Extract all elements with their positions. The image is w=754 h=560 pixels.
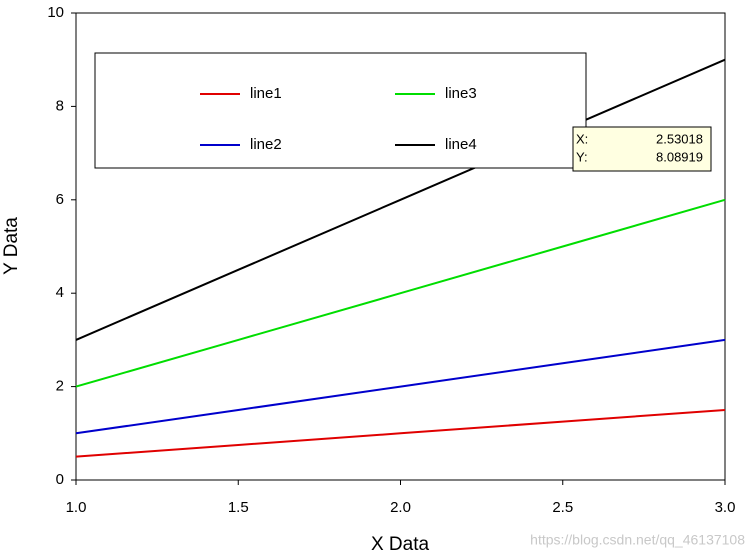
y-tick-label: 6 [56, 191, 64, 208]
watermark: https://blog.csdn.net/qq_46137108 [530, 532, 745, 548]
x-tick-label: 1.5 [228, 499, 249, 516]
legend-label: line4 [445, 136, 477, 153]
y-tick-label: 0 [56, 471, 64, 488]
line-series [75, 408, 726, 458]
y-tick-label: 4 [56, 284, 64, 301]
x-tick-label: 2.5 [552, 499, 573, 516]
line-series [75, 58, 726, 341]
line-series [75, 198, 726, 388]
x-axis-title: X Data [371, 534, 430, 555]
x-tick-label: 1.0 [66, 499, 87, 516]
tooltip-box [572, 126, 712, 172]
x-tick-label: 3.0 [715, 499, 736, 516]
legend-box [94, 52, 587, 169]
x-tick-label: 2.0 [390, 499, 411, 516]
tooltip-y-label: Y: [576, 149, 588, 164]
legend-label: line3 [445, 85, 477, 102]
legend-label: line1 [250, 85, 282, 102]
y-tick-label: 8 [56, 97, 64, 114]
y-tick-label: 10 [47, 4, 64, 21]
legend-label: line2 [250, 136, 282, 153]
line-series [75, 338, 726, 435]
tooltip-x-label: X: [576, 131, 588, 146]
tooltip-y-value: 8.08919 [656, 149, 703, 164]
tooltip-x-value: 2.53018 [656, 131, 703, 146]
y-axis-title: Y Data [1, 217, 22, 275]
y-tick-label: 2 [56, 378, 64, 395]
